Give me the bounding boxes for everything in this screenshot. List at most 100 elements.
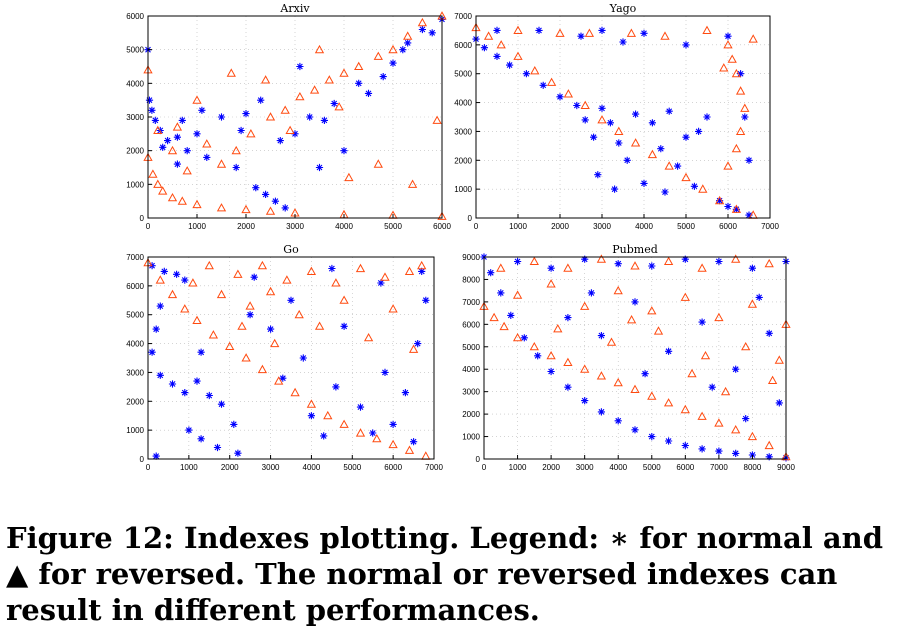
point-normal [611, 185, 619, 193]
point-normal [716, 197, 724, 205]
point-reversed [155, 275, 165, 284]
point-reversed [767, 375, 778, 384]
point-normal [522, 70, 530, 78]
x-tick-label: 2000 [237, 222, 255, 231]
point-normal [267, 325, 275, 333]
point-reversed [720, 386, 731, 396]
point-reversed [714, 195, 725, 205]
point-reversed [324, 75, 334, 84]
point-normal [619, 38, 627, 46]
point-reversed [216, 289, 227, 299]
point-reversed [202, 139, 212, 148]
triangle-legend-icon: ▲ [6, 557, 29, 591]
point-normal [246, 311, 254, 319]
point-reversed [309, 85, 320, 94]
x-tick-label: 8000 [744, 463, 762, 472]
point-reversed [295, 91, 305, 101]
point-reversed [237, 321, 247, 330]
point-reversed [290, 387, 300, 397]
point-reversed [380, 272, 390, 281]
point-reversed [306, 399, 317, 408]
y-tick-label: 6000 [126, 282, 144, 291]
point-reversed [158, 186, 168, 195]
point-normal [257, 96, 265, 104]
point-reversed [339, 295, 349, 304]
point-normal [547, 367, 555, 376]
point-normal [217, 400, 226, 408]
y-tick-label: 8000 [462, 275, 480, 284]
point-reversed [294, 309, 304, 319]
x-tick-label: 4000 [609, 463, 627, 472]
point-reversed [647, 391, 657, 400]
point-normal [377, 279, 385, 287]
point-reversed [614, 126, 624, 135]
x-tick-label: 5000 [343, 463, 361, 472]
point-normal [681, 255, 689, 263]
point-reversed [437, 211, 447, 220]
point-reversed [580, 364, 590, 373]
point-reversed [647, 306, 657, 315]
point-reversed [735, 86, 746, 95]
x-tick-label: 0 [482, 463, 487, 472]
point-reversed [314, 44, 325, 54]
point-normal [597, 332, 605, 340]
point-reversed [697, 411, 707, 420]
point-reversed [373, 159, 383, 168]
point-normal [173, 160, 181, 168]
point-normal [594, 171, 602, 179]
point-normal [197, 435, 205, 443]
point-reversed [225, 341, 235, 350]
point-normal [193, 130, 201, 138]
point-reversed [664, 161, 674, 170]
point-reversed [334, 102, 344, 111]
point-normal [648, 262, 656, 270]
point-reversed [680, 404, 690, 414]
point-normal [340, 322, 348, 330]
point-normal [151, 116, 159, 124]
point-reversed [204, 260, 214, 270]
point-reversed [233, 269, 243, 278]
point-normal [648, 433, 656, 441]
point-normal [364, 89, 373, 97]
point-reversed [613, 377, 623, 387]
y-tick-label: 3000 [462, 388, 480, 397]
x-tick-label: 4000 [635, 222, 653, 231]
point-reversed [167, 289, 178, 299]
point-reversed [747, 431, 758, 441]
point-normal [152, 325, 160, 333]
point-reversed [546, 279, 556, 288]
x-tick-label: 6000 [433, 222, 451, 231]
point-reversed [354, 61, 364, 70]
point-reversed [404, 266, 415, 275]
point-reversed [663, 256, 674, 265]
point-normal [745, 156, 753, 164]
point-reversed [246, 128, 256, 138]
point-reversed [339, 68, 349, 77]
point-reversed [153, 125, 163, 134]
point-reversed [265, 286, 276, 296]
point-reversed [727, 54, 737, 63]
point-reversed [630, 138, 641, 147]
point-reversed [355, 263, 366, 273]
point-reversed [584, 28, 595, 37]
caption-label: Figure 12: [6, 521, 174, 555]
point-normal [590, 133, 598, 141]
point-normal [340, 147, 348, 155]
point-normal [724, 32, 732, 40]
y-tick-label: 6000 [462, 320, 480, 329]
point-normal [640, 29, 648, 37]
point-normal [276, 137, 284, 145]
point-normal [148, 348, 156, 356]
point-reversed [563, 263, 573, 272]
point-normal [755, 293, 763, 301]
point-reversed [257, 260, 268, 270]
point-normal [299, 354, 307, 362]
point-reversed [553, 323, 563, 333]
panel-title: Pubmed [612, 243, 658, 256]
point-reversed [747, 299, 758, 308]
caption-text-3: for reversed. The normal or reversed ind… [6, 557, 838, 627]
point-reversed [496, 263, 506, 272]
point-normal [631, 426, 639, 434]
y-tick-label: 3000 [126, 113, 144, 122]
point-reversed [596, 371, 607, 380]
